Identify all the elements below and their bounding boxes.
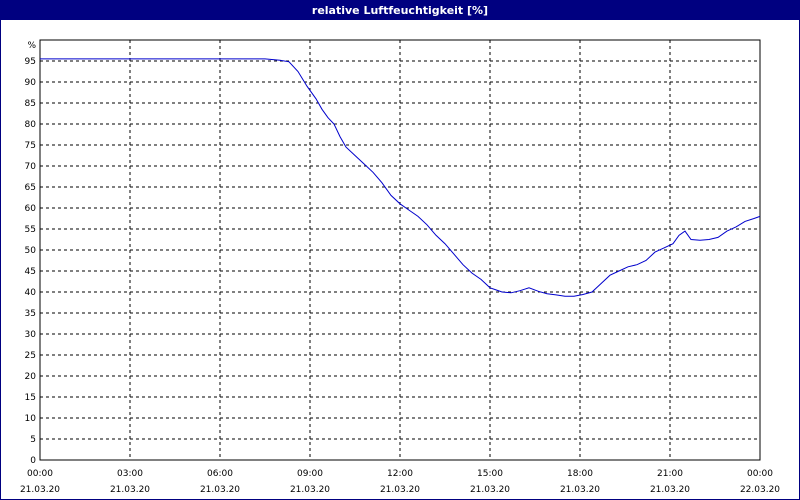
x-tick-time: 15:00 — [477, 469, 503, 479]
chart-title: relative Luftfeuchtigkeit [%] — [0, 0, 800, 20]
axes — [39, 39, 761, 461]
y-unit-label: % — [27, 41, 36, 51]
x-tick-date: 21.03.20 — [560, 485, 600, 495]
x-tick-time: 12:00 — [387, 469, 413, 479]
y-tick-label: 80 — [25, 120, 37, 130]
y-tick-label: 60 — [25, 204, 37, 214]
x-tick-date: 22.03.20 — [740, 485, 780, 495]
grid — [40, 40, 760, 460]
x-tick-time: 00:00 — [747, 469, 773, 479]
x-tick-time: 00:00 — [27, 469, 53, 479]
y-tick-label: 90 — [25, 78, 37, 88]
y-tick-label: 0 — [30, 456, 36, 466]
y-tick-label: 35 — [25, 309, 36, 319]
y-tick-label: 15 — [25, 393, 36, 403]
y-tick-label: 95 — [25, 57, 36, 67]
x-tick-time: 06:00 — [207, 469, 233, 479]
y-tick-label: 55 — [25, 225, 36, 235]
y-tick-label: 20 — [25, 372, 37, 382]
y-tick-label: 10 — [25, 414, 37, 424]
x-tick-date: 21.03.20 — [110, 485, 150, 495]
x-tick-date: 21.03.20 — [20, 485, 60, 495]
x-tick-date: 21.03.20 — [650, 485, 690, 495]
x-tick-time: 09:00 — [297, 469, 323, 479]
x-tick-time: 03:00 — [117, 469, 143, 479]
series-layer — [40, 58, 761, 297]
x-tick-date: 21.03.20 — [380, 485, 420, 495]
x-tick-date: 21.03.20 — [200, 485, 240, 495]
humidity-series-line — [40, 58, 761, 297]
y-tick-label: 85 — [25, 99, 36, 109]
x-tick-time: 21:00 — [657, 469, 683, 479]
tick-labels: 0 5 10 15 20 25 30 35 40 45 50 55 60 65 70 75 80 85 90 95% 0… — [20, 41, 780, 495]
y-tick-label: 70 — [25, 162, 37, 172]
y-tick-label: 75 — [25, 141, 36, 151]
plot-frame — [39, 39, 761, 461]
y-tick-label: 45 — [25, 267, 36, 277]
x-tick-date: 21.03.20 — [290, 485, 330, 495]
x-tick-date: 21.03.20 — [470, 485, 510, 495]
x-tick-time: 18:00 — [567, 469, 593, 479]
y-tick-label: 5 — [30, 435, 36, 445]
y-tick-label: 40 — [25, 288, 37, 298]
y-tick-label: 25 — [25, 351, 36, 361]
y-tick-label: 30 — [25, 330, 37, 340]
y-tick-label: 50 — [25, 246, 37, 256]
y-tick-label: 65 — [25, 183, 36, 193]
